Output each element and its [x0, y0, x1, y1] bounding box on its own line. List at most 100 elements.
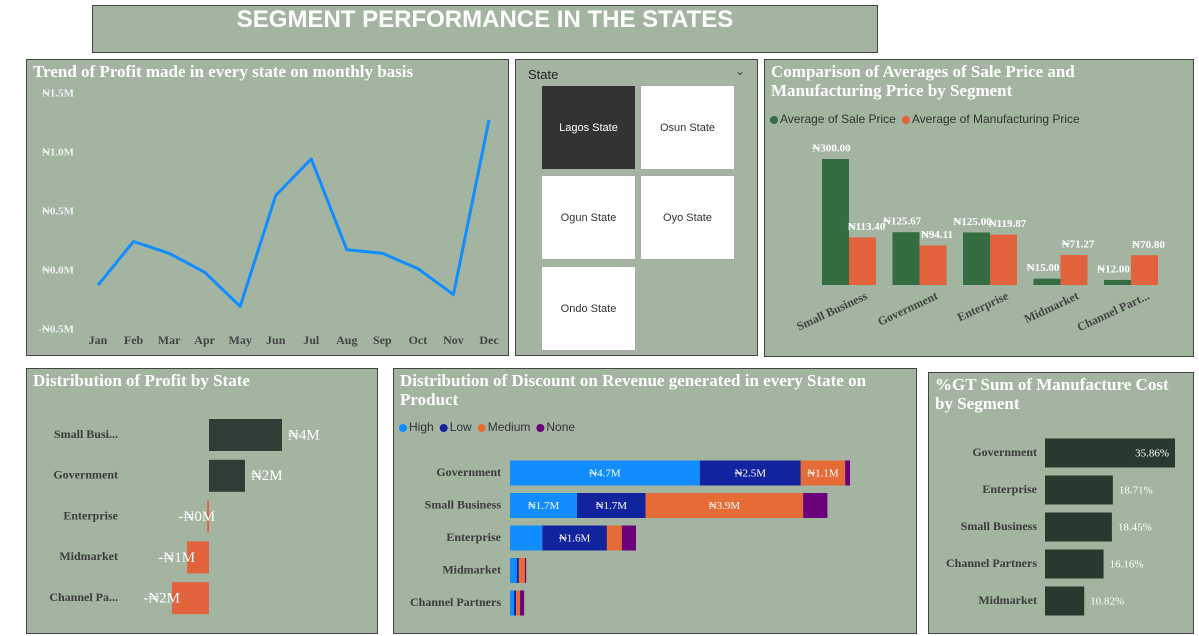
bar — [1045, 512, 1112, 542]
y-tick-label: ₦0.0M — [42, 265, 75, 277]
bar-segment — [518, 558, 525, 583]
slicer-header: State — [528, 67, 559, 82]
value-label: ₦125.00 — [953, 216, 992, 228]
x-tick-label: Small Business — [794, 288, 869, 333]
bar — [990, 234, 1017, 285]
y-tick-label: Midmarket — [978, 593, 1037, 607]
y-tick-label: ₦0.5M — [42, 206, 75, 218]
bar — [1045, 549, 1104, 579]
legend-label: Average of Manufacturing Price — [912, 112, 1080, 126]
chart-title: Distribution of Profit by State — [33, 371, 250, 390]
y-tick-label: Government — [436, 465, 501, 479]
chart-title: %GT Sum of Manufacture Cost by Segment — [935, 375, 1169, 413]
y-tick-label: Small Business — [961, 519, 1038, 533]
bar — [1045, 586, 1085, 616]
bar-segment — [510, 525, 543, 551]
slicer: State ⌄ Lagos State Osun State Ogun State O… — [515, 59, 758, 356]
y-tick-label: Enterprise — [446, 530, 501, 544]
x-tick-label: Sep — [373, 333, 392, 347]
chart-title: Comparison of Averages of Sale Price and… — [771, 62, 1075, 100]
bar-segment — [577, 493, 646, 518]
bar — [822, 159, 849, 285]
bar-segment — [510, 558, 517, 583]
bar-segment — [516, 558, 519, 583]
bar-segment — [510, 493, 578, 518]
bar — [1060, 255, 1088, 285]
bar-segment — [514, 590, 517, 616]
x-tick-label: Jun — [266, 333, 286, 347]
bar — [963, 232, 990, 285]
value-label: ₦15.00 — [1027, 262, 1060, 274]
bar — [1131, 255, 1158, 285]
bar — [207, 500, 209, 533]
value-label: ₦4M — [288, 427, 320, 443]
legend-label: None — [546, 420, 575, 434]
bar — [849, 237, 876, 285]
bar-segment — [800, 460, 846, 486]
legend-marker — [477, 424, 486, 432]
y-tick-label: ₦1.5M — [42, 88, 75, 100]
slicer-item[interactable]: Ogun State — [541, 175, 636, 260]
x-tick-label: Feb — [124, 333, 144, 347]
y-tick-label: Midmarket — [59, 549, 118, 563]
value-label: ₦119.87 — [989, 218, 1027, 230]
value-label: ₦1.7M — [596, 500, 628, 512]
value-label: -₦0M — [179, 509, 216, 525]
value-label: ₦113.40 — [848, 221, 886, 233]
value-label: -₦2M — [143, 591, 180, 607]
bar — [1045, 438, 1175, 468]
y-tick-label: ₦1.0M — [42, 147, 75, 159]
x-tick-label: Enterprise — [955, 288, 1011, 324]
y-tick-label: Channel Partners — [410, 595, 501, 609]
y-tick-label: Small Business — [425, 497, 502, 511]
y-tick-label: Government — [972, 445, 1037, 459]
x-tick-label: Oct — [409, 333, 428, 347]
legend-label: Low — [450, 420, 472, 434]
value-label: 18.45% — [1118, 522, 1152, 534]
bar — [209, 419, 282, 451]
value-label: ₦12.00 — [1097, 263, 1130, 275]
chart-title: Distribution of Discount on Revenue gene… — [400, 371, 867, 409]
x-tick-label: Nov — [443, 333, 464, 347]
bar-segment — [621, 525, 636, 551]
value-label: ₦300.00 — [812, 143, 851, 155]
y-tick-label: -₦0.5M — [38, 324, 74, 336]
legend-marker — [536, 424, 545, 432]
value-label: 35.86% — [1135, 448, 1169, 460]
value-label: ₦1.6M — [559, 533, 591, 545]
bar-segment — [845, 460, 850, 486]
value-label: 18.71% — [1119, 485, 1153, 497]
legend-marker — [770, 116, 778, 124]
value-label: ₦71.27 — [1062, 239, 1095, 251]
value-label: 16.16% — [1110, 559, 1144, 571]
slicer-item[interactable]: Lagos State — [541, 85, 636, 170]
value-label: ₦94.11 — [921, 229, 953, 241]
legend-label: High — [409, 420, 434, 434]
y-tick-label: Midmarket — [442, 562, 501, 576]
bar — [171, 582, 209, 615]
bar — [1045, 475, 1113, 505]
chart-panel: Trend of Profit made in every state on m… — [26, 59, 509, 356]
value-label: ₦2M — [251, 468, 283, 484]
chevron[interactable]: ⌄ — [734, 64, 745, 78]
bar-segment — [516, 590, 521, 616]
value-label: ₦2.5M — [735, 468, 767, 480]
chart-title: Trend of Profit made in every state on m… — [33, 62, 414, 81]
dashboard-title: SEGMENT PERFORMANCE IN THE STATES — [92, 5, 878, 53]
value-label: 10.82% — [1090, 596, 1124, 608]
value-label: ₦1.7M — [528, 500, 560, 512]
slicer-item[interactable]: Osun State — [640, 85, 735, 170]
bar — [919, 245, 947, 285]
x-tick-label: Jan — [89, 333, 108, 347]
slicer-item[interactable]: Oyo State — [640, 175, 735, 260]
bar-segment — [803, 493, 828, 518]
slicer-item[interactable]: Ondo State — [541, 266, 636, 351]
legend-label: Average of Sale Price — [780, 112, 896, 126]
legend-marker — [901, 116, 910, 124]
bar-segment — [510, 590, 515, 616]
bar — [1033, 278, 1061, 285]
x-tick-label: Channel Part... — [1075, 289, 1152, 335]
line — [96, 119, 491, 308]
